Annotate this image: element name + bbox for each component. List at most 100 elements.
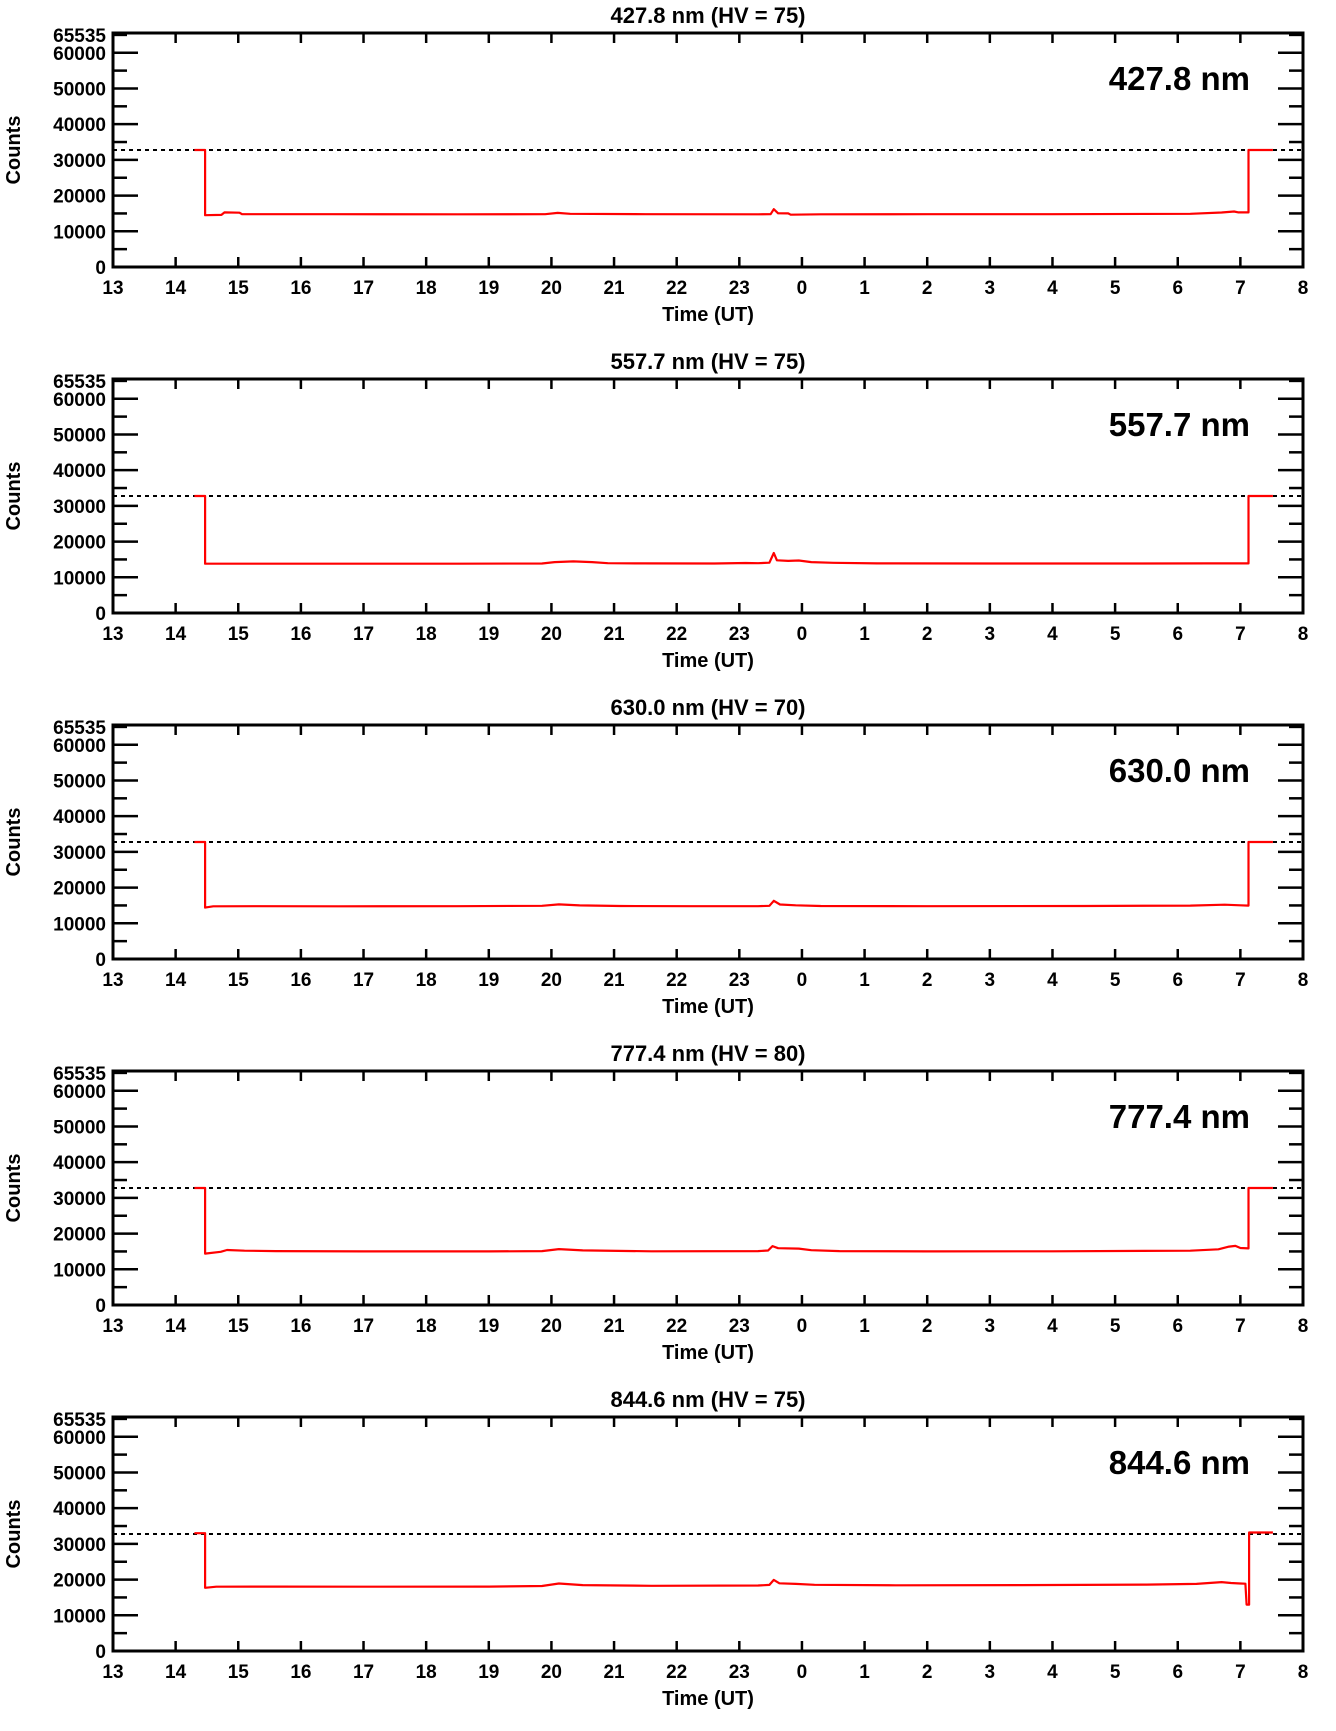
x-tick-label: 20 [541,1662,562,1683]
y-top-label: 65535 [53,1410,106,1431]
x-tick-label: 14 [165,278,187,299]
x-tick-label: 7 [1235,624,1246,645]
y-tick-label: 60000 [53,390,106,411]
x-tick-label: 2 [922,278,933,299]
y-tick-label: 10000 [53,1260,106,1281]
x-tick-label: 6 [1172,624,1183,645]
x-tick-label: 5 [1110,970,1121,991]
x-tick-label: 2 [922,1662,933,1683]
y-ticks [113,33,1303,251]
x-tick-label: 1 [859,624,870,645]
x-tick-label: 2 [922,1316,933,1337]
y-tick-label: 0 [95,1642,106,1663]
x-tick-label: 5 [1110,1316,1121,1337]
wavelength-label: 777.4 nm [1109,1098,1250,1135]
x-tick-label: 8 [1298,970,1309,991]
x-tick-label: 5 [1110,1662,1121,1683]
x-tick-label: 19 [478,1662,499,1683]
x-tick-label: 8 [1298,1316,1309,1337]
y-top-label: 65535 [53,26,106,47]
y-top-label: 65535 [53,1064,106,1085]
chart-panel-844-6-nm: 844.6 nm (HV = 75) 844.6 nm Counts Time … [0,1384,1336,1730]
x-tick-label: 1 [859,1662,870,1683]
y-tick-label: 0 [95,950,106,971]
x-axis-title: Time (UT) [662,304,754,326]
x-tick-label: 23 [729,1316,750,1337]
y-tick-label: 30000 [53,151,106,172]
x-tick-label: 0 [797,1662,808,1683]
x-tick-label: 14 [165,1316,187,1337]
y-tick-label: 20000 [53,879,106,900]
x-tick-label: 16 [290,1316,311,1337]
x-tick-label: 0 [797,1316,808,1337]
x-tick-label: 7 [1235,1316,1246,1337]
axis-frame [111,31,1305,269]
x-tick-label: 4 [1047,970,1058,991]
y-tick-label: 20000 [53,1571,106,1592]
x-tick-label: 7 [1235,970,1246,991]
axis-frame [111,723,1305,961]
x-tick-label: 23 [729,278,750,299]
x-tick-label: 6 [1172,970,1183,991]
x-tick-label: 3 [985,278,996,299]
x-tick-label: 5 [1110,278,1121,299]
y-tick-label: 40000 [53,115,106,136]
x-tick-label: 14 [165,1662,187,1683]
x-tick-label: 5 [1110,624,1121,645]
plot-area: 13 14 15 16 17 18 19 20 21 22 23 0 1 2 3 4 5 6 7 8010000200… [53,1410,1308,1683]
x-tick-label: 17 [353,624,374,645]
x-tick-label: 0 [797,970,808,991]
photometer-plot-427-8-nm: 427.8 nm (HV = 75) 427.8 nm Counts Time … [3,3,1308,326]
x-tick-label: 6 [1172,1662,1183,1683]
y-ticks [113,725,1303,943]
data-line-counts [194,494,1273,565]
photometer-plot-844-6-nm: 844.6 nm (HV = 75) 844.6 nm Counts Time … [3,1387,1308,1710]
chart-title: 630.0 nm (HV = 70) [610,695,805,720]
x-tick-label: 1 [859,1316,870,1337]
photometer-plot-557-7-nm: 557.7 nm (HV = 75) 557.7 nm Counts Time … [3,349,1308,672]
x-tick-label: 3 [985,1662,996,1683]
x-tick-label: 15 [228,278,250,299]
y-tick-label: 0 [95,604,106,625]
chart-title: 427.8 nm (HV = 75) [610,3,805,28]
chart-panel-427-8-nm: 427.8 nm (HV = 75) 427.8 nm Counts Time … [0,0,1336,346]
x-tick-label: 1 [859,278,870,299]
x-tick-label: 13 [102,1662,123,1683]
x-tick-label: 16 [290,970,311,991]
y-ticks [113,379,1303,597]
x-axis-title: Time (UT) [662,1342,754,1364]
x-tick-label: 17 [353,1316,374,1337]
y-tick-label: 20000 [53,187,106,208]
chart-title: 844.6 nm (HV = 75) [610,1387,805,1412]
y-tick-label: 10000 [53,568,106,589]
x-tick-label: 17 [353,1662,374,1683]
x-tick-label: 4 [1047,1662,1058,1683]
x-tick-label: 18 [416,970,437,991]
x-tick-label: 14 [165,970,187,991]
x-tick-label: 7 [1235,278,1246,299]
x-tick-label: 4 [1047,624,1058,645]
x-tick-label: 20 [541,970,562,991]
x-tick-label: 16 [290,278,311,299]
chart-panel-630-0-nm: 630.0 nm (HV = 70) 630.0 nm Counts Time … [0,692,1336,1038]
y-tick-label: 30000 [53,1189,106,1210]
x-tick-label: 3 [985,970,996,991]
x-ticks [111,1071,1305,1305]
data-line-counts [194,1531,1273,1606]
x-tick-label: 23 [729,970,750,991]
x-tick-label: 21 [603,624,625,645]
y-top-label: 65535 [53,718,106,739]
x-tick-label: 18 [416,624,437,645]
x-tick-label: 13 [102,624,123,645]
y-tick-label: 50000 [53,1117,106,1138]
x-tick-label: 17 [353,970,374,991]
x-tick-label: 16 [290,1662,311,1683]
plot-area: 13 14 15 16 17 18 19 20 21 22 23 0 1 2 3 4 5 6 7 8010000200… [53,372,1308,645]
x-tick-label: 16 [290,624,311,645]
y-tick-label: 60000 [53,44,106,65]
x-tick-label: 0 [797,278,808,299]
x-tick-label: 17 [353,278,374,299]
y-top-label: 65535 [53,372,106,393]
chart-title: 777.4 nm (HV = 80) [610,1041,805,1066]
x-tick-label: 22 [666,1316,687,1337]
